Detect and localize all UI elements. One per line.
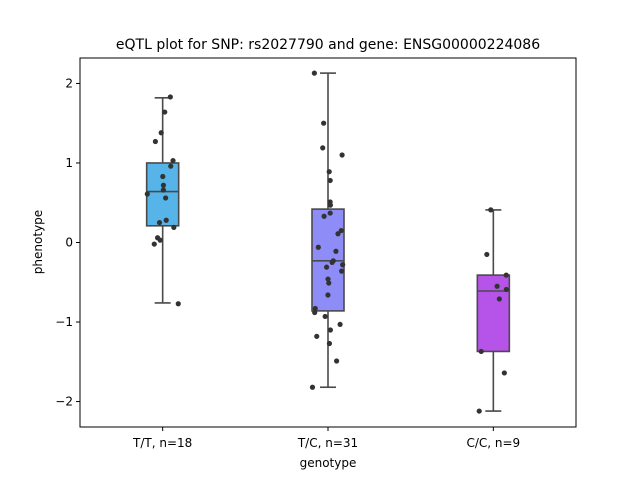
data-point (160, 187, 166, 193)
data-point (478, 348, 484, 355)
data-point (309, 384, 316, 390)
data-point (170, 157, 176, 164)
data-point (501, 370, 507, 376)
data-point (494, 283, 500, 289)
data-point (156, 220, 163, 226)
data-point (323, 264, 330, 270)
data-point (496, 296, 502, 302)
data-point (151, 241, 157, 247)
data-point (503, 272, 509, 278)
data-point (152, 138, 158, 145)
data-point (168, 163, 174, 169)
data-point (339, 268, 345, 274)
data-point (160, 173, 166, 180)
y-tick-label: −2 (55, 395, 73, 409)
x-tick-label: C/C, n=9 (466, 436, 520, 450)
data-point (326, 340, 333, 347)
box (476, 274, 511, 353)
data-point (144, 191, 150, 197)
data-point (327, 177, 333, 184)
data-point (338, 227, 344, 234)
data-point (157, 237, 163, 243)
data-point (503, 286, 509, 293)
data-point (484, 251, 490, 258)
data-point (488, 207, 494, 213)
plot-frame (79, 57, 577, 428)
data-point (158, 130, 164, 136)
data-point (327, 210, 333, 216)
data-point (335, 231, 341, 237)
data-point (333, 358, 340, 364)
data-point (327, 202, 333, 208)
x-tick-label: T/T, n=18 (132, 436, 192, 450)
y-tick-label: 1 (65, 156, 73, 170)
data-point (163, 195, 169, 201)
data-point (321, 120, 327, 126)
data-point (315, 244, 321, 250)
data-point (312, 305, 318, 312)
chart-title: eQTL plot for SNP: rs2027790 and gene: E… (116, 37, 540, 53)
y-axis-label: phenotype (31, 210, 45, 274)
box (145, 162, 180, 227)
data-point (171, 224, 177, 230)
data-point (326, 169, 332, 175)
data-point (163, 217, 169, 223)
x-axis-label: genotype (300, 456, 357, 470)
y-tick-label: 0 (65, 236, 73, 250)
y-tick-label: −1 (55, 315, 73, 329)
data-point (320, 145, 326, 151)
y-tick-label: 2 (65, 76, 73, 90)
data-point (314, 333, 320, 339)
data-point (322, 313, 328, 320)
data-point (167, 94, 173, 100)
data-point (325, 292, 331, 298)
data-point (160, 182, 167, 188)
data-point (339, 152, 345, 158)
data-point (340, 262, 346, 268)
plot-area: 2 1 0 −1 −2 T/T, n=18 T/C, n=31 C/C, n=9 (55, 70, 520, 450)
x-tick-label: T/C, n=31 (297, 436, 358, 450)
data-point (175, 301, 181, 307)
data-point (325, 276, 331, 282)
data-point (312, 309, 318, 316)
data-point (321, 213, 327, 219)
data-point (326, 280, 332, 286)
data-point (311, 70, 317, 76)
data-point (333, 248, 339, 254)
data-point (329, 259, 335, 265)
data-point (162, 109, 168, 115)
data-point (476, 408, 482, 414)
data-point (327, 327, 334, 333)
data-point (337, 321, 343, 328)
